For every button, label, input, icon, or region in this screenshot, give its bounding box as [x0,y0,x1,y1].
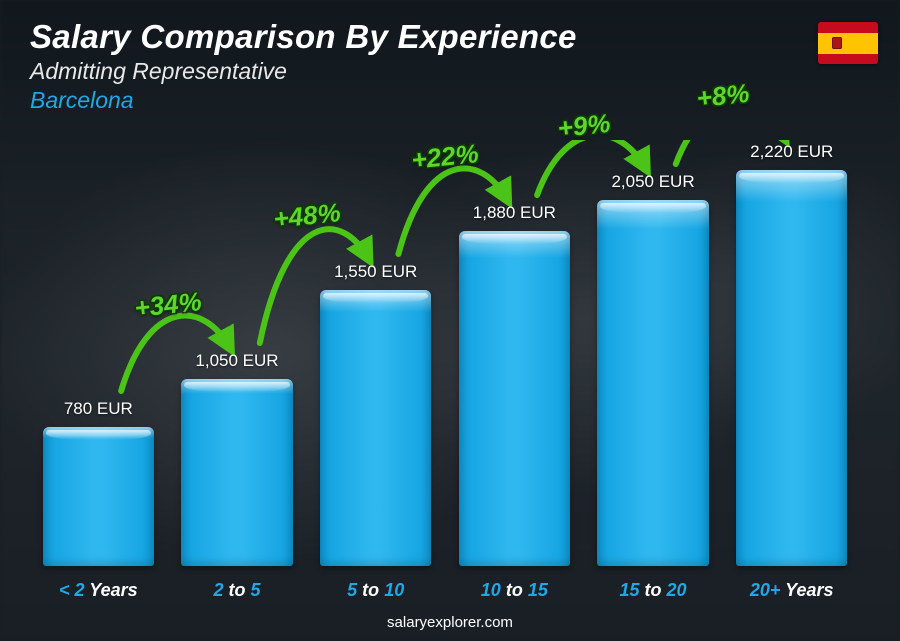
x-axis-label: < 2 Years [35,580,162,601]
source-credit: salaryexplorer.com [0,614,900,631]
x-axis-label: 2 to 5 [174,580,301,601]
x-axis: < 2 Years 2 to 5 5 to 10 10 to 15 15 to 20 20… [35,580,855,601]
pct-increase-label: +9% [556,108,612,144]
bar-value-label: 1,050 EUR [195,351,278,371]
bars-container: 780 EUR 1,050 EUR 1,550 EUR 1,880 EUR 2,050 … [35,140,855,566]
bar-chart: 780 EUR 1,050 EUR 1,550 EUR 1,880 EUR 2,050 … [35,140,855,566]
bar [320,290,431,566]
bar-slot: 2,220 EUR [728,140,855,566]
bar [459,231,570,566]
bar-slot: 2,050 EUR [590,140,717,566]
bar-value-label: 1,550 EUR [334,262,417,282]
bar [181,379,292,566]
x-axis-label: 15 to 20 [590,580,717,601]
chart-title: Salary Comparison By Experience [30,18,577,56]
bar-value-label: 2,220 EUR [750,142,833,162]
bar-slot: 1,880 EUR [451,140,578,566]
bar [43,427,154,566]
bar [597,200,708,566]
chart-subtitle: Admitting Representative [30,58,577,85]
x-axis-label: 10 to 15 [451,580,578,601]
bar-value-label: 1,880 EUR [473,203,556,223]
flag-spain-icon [818,22,878,64]
x-axis-label: 20+ Years [728,580,855,601]
bar [736,170,847,566]
pct-increase-label: +8% [695,78,751,114]
bar-slot: 780 EUR [35,140,162,566]
chart-location: Barcelona [30,87,577,114]
bar-value-label: 780 EUR [64,399,133,419]
infographic-content: Salary Comparison By Experience Admittin… [0,0,900,641]
header: Salary Comparison By Experience Admittin… [30,18,577,114]
bar-value-label: 2,050 EUR [611,172,694,192]
x-axis-label: 5 to 10 [312,580,439,601]
